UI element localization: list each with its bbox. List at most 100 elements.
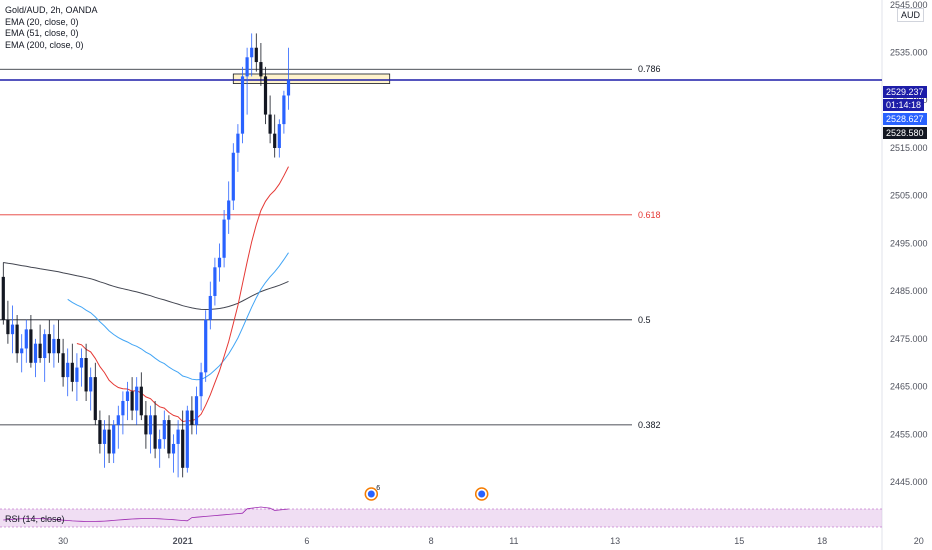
ema-200-label[interactable]: EMA (200, close, 0) — [5, 39, 84, 50]
candle-down — [98, 420, 102, 444]
y-tick-label: 2475.000 — [890, 334, 928, 344]
candle-up — [213, 267, 217, 296]
fib-level-label: 0.786 — [638, 64, 661, 74]
candle-down — [259, 62, 263, 77]
candle-up — [217, 257, 222, 268]
candle-up — [236, 133, 240, 153]
ema-20-label[interactable]: EMA (20, close, 0) — [5, 16, 79, 27]
candle-up — [208, 295, 212, 320]
candle-up — [240, 76, 245, 134]
candle-down — [70, 362, 74, 382]
candle-up — [66, 362, 70, 378]
candle-down — [190, 410, 194, 425]
candle-up — [116, 415, 120, 425]
candle-up — [176, 429, 180, 444]
y-tick-label: 2495.000 — [890, 238, 928, 248]
y-tick-label: 2465.000 — [890, 382, 928, 392]
x-tick-label: 8 — [429, 536, 434, 546]
ema-51-line — [67, 252, 289, 381]
fib-level-label: 0.5 — [638, 315, 651, 325]
last-price-badge: 2529.237 — [883, 86, 927, 98]
x-tick-label: 13 — [610, 536, 620, 546]
candle-down — [29, 329, 33, 363]
y-tick-label: 2485.000 — [890, 286, 928, 296]
candle-down — [273, 133, 277, 148]
candle-down — [254, 47, 258, 63]
candle-down — [167, 420, 171, 454]
candle-up — [282, 95, 286, 125]
ask-price-badge: 2528.627 — [883, 113, 927, 125]
candle-up — [43, 334, 47, 359]
candle-up — [112, 424, 116, 454]
bid-price-badge: 2528.580 — [883, 127, 927, 139]
y-tick-label: 2455.000 — [890, 429, 928, 439]
candle-down — [38, 343, 42, 359]
fib-level-label: 0.382 — [638, 420, 661, 430]
candle-up — [33, 343, 38, 363]
candle-down — [268, 114, 272, 134]
y-tick-label: 2445.000 — [890, 477, 928, 487]
candle-down — [153, 415, 157, 449]
candle-down — [1, 276, 5, 320]
candle-down — [93, 377, 97, 421]
x-tick-label: 20 — [914, 536, 924, 546]
candle-down — [6, 319, 10, 335]
candle-up — [148, 415, 153, 435]
event-flag-icon — [367, 490, 375, 498]
candle-up — [79, 358, 84, 368]
candle-up — [199, 372, 203, 397]
candle-up — [158, 439, 162, 449]
x-tick-label: 11 — [509, 536, 518, 546]
candle-up — [24, 329, 28, 349]
rsi-band — [0, 509, 882, 527]
candle-up — [89, 377, 93, 392]
candle-down — [144, 415, 148, 435]
candle-down — [181, 429, 185, 468]
candle-up — [227, 200, 231, 220]
candle-down — [130, 391, 134, 411]
candle-up — [102, 429, 107, 444]
indicator-legend: Gold/AUD, 2h, OANDA EMA (20, close, 0) E… — [5, 5, 98, 51]
candle-up — [204, 319, 208, 373]
supply-zone-rect — [232, 73, 391, 84]
candle-down — [107, 429, 111, 454]
candle-up — [231, 152, 235, 201]
candle-down — [84, 358, 88, 392]
candle-up — [222, 219, 226, 258]
candle-up — [185, 410, 189, 468]
y-tick-label: 2515.000 — [890, 143, 928, 153]
x-tick-label: 30 — [58, 536, 68, 546]
candle-up — [286, 80, 291, 96]
candle-down — [47, 334, 51, 354]
rsi-label[interactable]: RSI (14, close) — [5, 514, 65, 524]
event-count: 6 — [376, 485, 380, 492]
rsi-line — [3, 506, 289, 522]
candle-down — [15, 324, 19, 354]
y-tick-label: 2505.000 — [890, 191, 928, 201]
symbol-label[interactable]: Gold/AUD, 2h, OANDA — [5, 5, 98, 15]
candle-up — [75, 367, 79, 382]
candle-up — [135, 386, 139, 411]
candle-up — [10, 324, 15, 335]
candle-up — [162, 420, 166, 440]
x-tick-label: 2021 — [173, 536, 193, 546]
x-tick-label: 18 — [817, 536, 827, 546]
candle-up — [52, 338, 56, 354]
candle-down — [139, 386, 143, 416]
ema-51-label[interactable]: EMA (51, close, 0) — [5, 28, 79, 38]
candle-up — [125, 391, 130, 401]
countdown-badge: 01:14:18 — [883, 99, 925, 111]
candle-up — [250, 47, 254, 58]
currency-label[interactable]: AUD — [896, 8, 924, 22]
candle-up — [194, 396, 199, 425]
candle-up — [245, 57, 249, 77]
candle-down — [61, 353, 65, 378]
candle-up — [20, 348, 24, 354]
x-tick-label: 15 — [734, 536, 744, 546]
y-tick-label: 2545.000 — [890, 0, 928, 10]
candle-up — [121, 400, 125, 416]
candle-down — [263, 76, 268, 115]
event-flag-icon — [478, 490, 486, 498]
candle-up — [171, 443, 176, 454]
